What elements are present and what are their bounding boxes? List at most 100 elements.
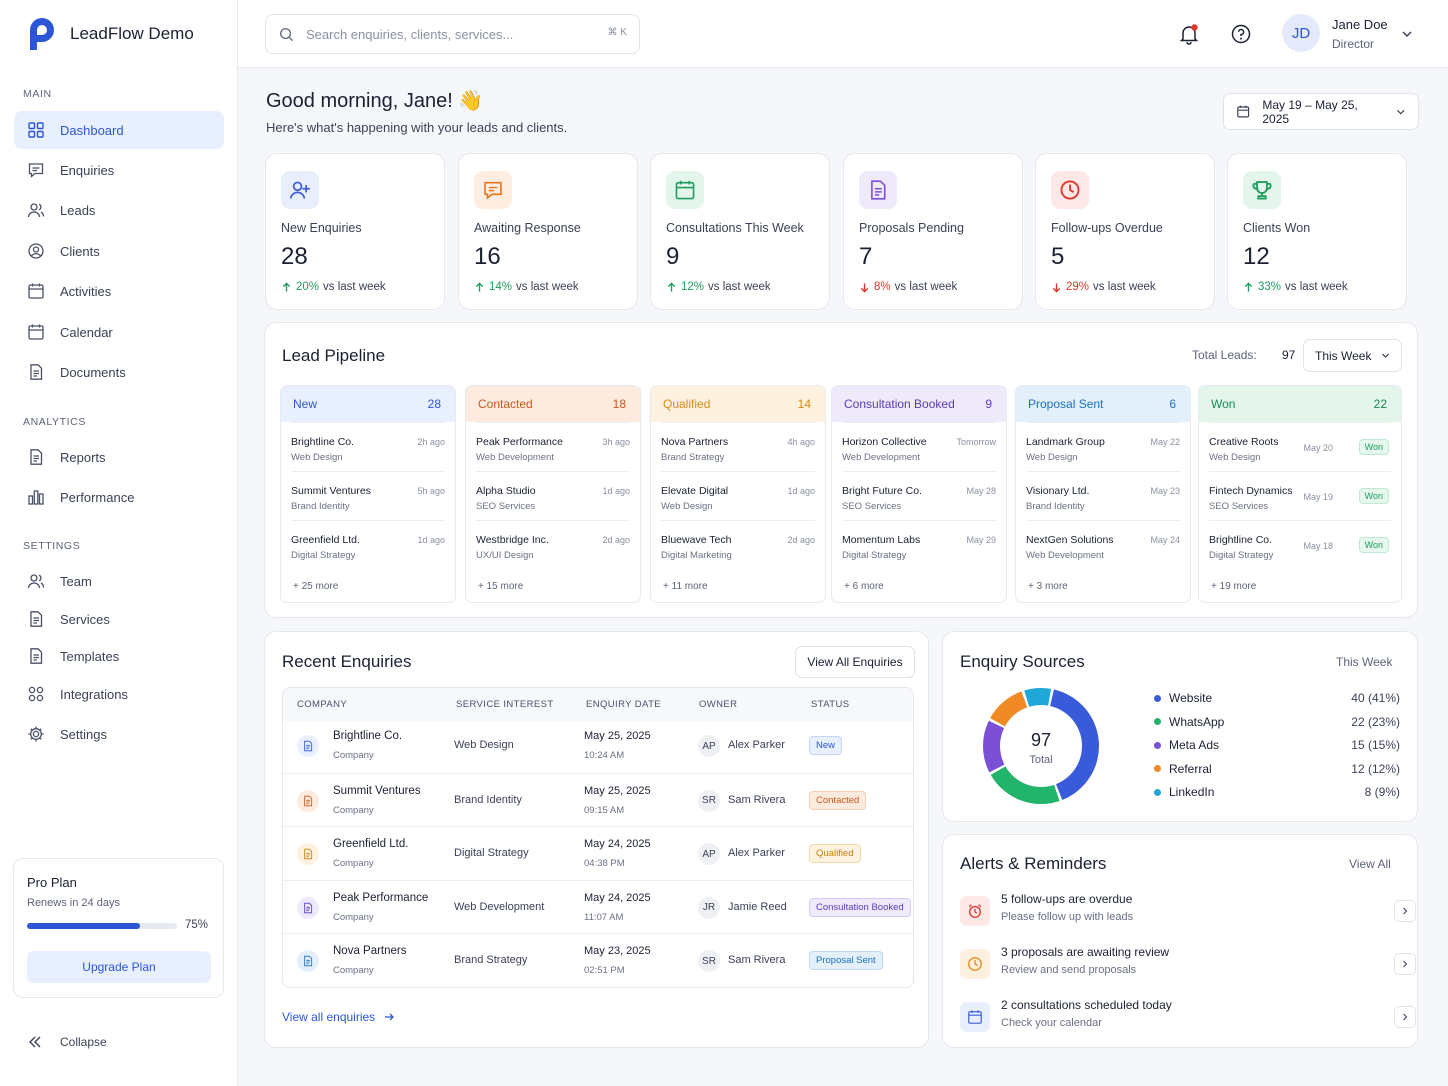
help-button[interactable]	[1230, 23, 1252, 45]
alert-subtitle: Review and send proposals	[1001, 964, 1137, 976]
pipeline-lead-card[interactable]: Momentum Labs Digital Strategy May 29	[842, 520, 996, 569]
sidebar-item-team[interactable]: Team	[14, 562, 224, 600]
pipeline-lead-card[interactable]: Visionary Ltd. Brand Identity May 23	[1026, 471, 1180, 520]
pipeline-lead-card[interactable]: Bright Future Co. SEO Services May 28	[842, 471, 996, 520]
stat-trend-pct: 29%	[1066, 281, 1090, 293]
pipeline-column-header[interactable]: Consultation Booked 9	[832, 386, 1006, 422]
sidebar-item-settings[interactable]: Settings	[14, 715, 224, 753]
pipeline-column-header[interactable]: Proposal Sent 6	[1016, 386, 1190, 422]
sidebar-item-integrations[interactable]: Integrations	[14, 675, 224, 713]
sidebar-item-activities[interactable]: Activities	[14, 272, 224, 310]
company-icon	[297, 735, 319, 757]
company-name: Peak Performance	[333, 891, 429, 904]
pipeline-lead-card[interactable]: Greenfield Ltd. Digital Strategy 1d ago	[291, 520, 445, 569]
sidebar-item-reports[interactable]: Reports	[14, 438, 224, 476]
stat-card-consultations-this-week[interactable]: Consultations This Week 9 12% vs last wee…	[650, 153, 830, 310]
stat-card-proposals-pending[interactable]: Proposals Pending 7 8% vs last week	[843, 153, 1023, 310]
view-all-enquiries-link[interactable]: View all enquiries	[282, 1010, 395, 1024]
pipeline-lead-card[interactable]: Nova Partners Brand Strategy 4h ago	[661, 422, 815, 471]
pipeline-column-header[interactable]: Qualified 14	[651, 386, 825, 422]
pipeline-period-select[interactable]: This Week	[1303, 339, 1402, 372]
stat-card-clients-won[interactable]: Clients Won 12 33% vs last week	[1227, 153, 1407, 310]
donut-total-label: Total	[1029, 754, 1053, 766]
alerts-view-all-link[interactable]: View All	[1349, 857, 1391, 871]
calendar-icon	[28, 283, 44, 299]
pipeline-lead-card[interactable]: Creative Roots Web Design May 20 Won	[1209, 422, 1391, 471]
donut-slice-referral[interactable]	[990, 691, 1028, 727]
pipeline-lead-card[interactable]: Bluewave Tech Digital Marketing 2d ago	[661, 520, 815, 569]
upgrade-plan-button[interactable]: Upgrade Plan	[27, 951, 211, 983]
document-icon	[871, 180, 886, 200]
pipeline-lead-card[interactable]: Alpha Studio SEO Services 1d ago	[476, 471, 630, 520]
sidebar-item-clients[interactable]: Clients	[14, 232, 224, 270]
column-more-link[interactable]: + 19 more	[1211, 581, 1257, 592]
pipeline-column-header[interactable]: Won 22	[1199, 386, 1401, 422]
stat-icon-wrap	[474, 171, 512, 209]
section-label-settings: SETTINGS	[23, 540, 81, 552]
sidebar-item-calendar[interactable]: Calendar	[14, 313, 224, 351]
user-menu-button[interactable]	[1400, 27, 1414, 41]
column-more-link[interactable]: + 3 more	[1028, 581, 1068, 592]
donut-slice-website[interactable]	[1050, 689, 1099, 800]
pipeline-lead-card[interactable]: Brightline Co. Web Design 2h ago	[291, 422, 445, 471]
alert-open-button[interactable]	[1394, 1006, 1416, 1028]
sidebar-item-enquiries[interactable]: Enquiries	[14, 151, 224, 189]
collapse-button[interactable]: Collapse	[28, 1035, 107, 1049]
alert-item[interactable]: 3 proposals are awaiting review Review a…	[960, 945, 1416, 995]
sidebar-item-dashboard[interactable]: Dashboard	[14, 111, 224, 149]
stat-card-follow-ups-overdue[interactable]: Follow-ups Overdue 5 29% vs last week	[1035, 153, 1215, 310]
won-badge: Won	[1358, 537, 1389, 553]
table-row[interactable]: Brightline Co. Company Web Design May 25…	[281, 719, 913, 772]
legend-value: 12 (12%)	[1351, 761, 1400, 776]
stat-card-awaiting-response[interactable]: Awaiting Response 16 14% vs last week	[458, 153, 638, 310]
app-logo[interactable]: LeadFlow Demo	[22, 16, 194, 52]
table-row[interactable]: Nova Partners Company Brand Strategy May…	[281, 933, 913, 986]
pipeline-lead-card[interactable]: Horizon Collective Web Development Tomor…	[842, 422, 996, 471]
sidebar-item-documents[interactable]: Documents	[14, 353, 224, 391]
alert-item[interactable]: 5 follow-ups are overdue Please follow u…	[960, 892, 1416, 942]
column-more-link[interactable]: + 25 more	[293, 581, 339, 592]
sidebar-item-leads[interactable]: Leads	[14, 191, 224, 229]
stat-card-new-enquiries[interactable]: New Enquiries 28 20% vs last week	[265, 153, 445, 310]
sidebar-item-services[interactable]: Services	[14, 600, 224, 638]
stat-trend: 20% vs last week	[281, 281, 386, 293]
owner-name: Jamie Reed	[728, 900, 787, 913]
lead-company: Bright Future Co.	[842, 485, 922, 497]
pipeline-column-new: New 28 Brightline Co. Web Design 2h ago …	[280, 385, 456, 603]
pipeline-column-header[interactable]: Contacted 18	[466, 386, 640, 422]
column-more-link[interactable]: + 15 more	[478, 581, 524, 592]
date-range-picker[interactable]: May 19 – May 25, 2025	[1223, 93, 1419, 130]
sidebar-item-templates[interactable]: Templates	[14, 637, 224, 675]
pipeline-lead-card[interactable]: Summit Ventures Brand Identity 5h ago	[291, 471, 445, 520]
sidebar-item-performance[interactable]: Performance	[14, 478, 224, 516]
alert-item[interactable]: 2 consultations scheduled today Check yo…	[960, 998, 1416, 1048]
table-row[interactable]: Summit Ventures Company Brand Identity M…	[281, 772, 913, 826]
stat-label: Follow-ups Overdue	[1051, 221, 1163, 235]
pipeline-column-header[interactable]: New 28	[281, 386, 455, 422]
donut-slice-whatsapp[interactable]	[990, 766, 1060, 804]
column-more-link[interactable]: + 6 more	[844, 581, 884, 592]
notifications-button[interactable]	[1178, 23, 1200, 45]
document-icon	[30, 364, 43, 380]
search-input[interactable]: Search enquiries, clients, services... ⌘…	[265, 14, 640, 54]
pipeline-lead-card[interactable]: Westbridge Inc. UX/UI Design 2d ago	[476, 520, 630, 569]
pipeline-lead-card[interactable]: Fintech Dynamics SEO Services May 19 Won	[1209, 471, 1391, 520]
avatar[interactable]: JD	[1282, 14, 1320, 52]
donut-slice-meta-ads[interactable]	[983, 720, 1005, 773]
pipeline-lead-card[interactable]: Peak Performance Web Development 3h ago	[476, 422, 630, 471]
lead-time: 1d ago	[787, 486, 815, 496]
table-row[interactable]: Greenfield Ltd. Company Digital Strategy…	[281, 826, 913, 879]
pipeline-lead-card[interactable]: Elevate Digital Web Design 1d ago	[661, 471, 815, 520]
view-all-enquiries-button[interactable]: View All Enquiries	[795, 646, 915, 678]
pipeline-lead-card[interactable]: Brightline Co. Digital Strategy May 18 W…	[1209, 520, 1391, 569]
alert-open-button[interactable]	[1394, 953, 1416, 975]
donut-slice-linkedin[interactable]	[1024, 688, 1052, 707]
pipeline-lead-card[interactable]: Landmark Group Web Design May 22	[1026, 422, 1180, 471]
lead-company: Fintech Dynamics	[1209, 485, 1293, 497]
table-row[interactable]: Peak Performance Company Web Development…	[281, 879, 913, 933]
alert-open-button[interactable]	[1394, 900, 1416, 922]
column-more-link[interactable]: + 11 more	[663, 581, 708, 592]
enquiry-time: 09:15 AM	[584, 804, 625, 816]
stat-trend: 12% vs last week	[666, 281, 771, 293]
pipeline-lead-card[interactable]: NextGen Solutions Web Development May 24	[1026, 520, 1180, 569]
